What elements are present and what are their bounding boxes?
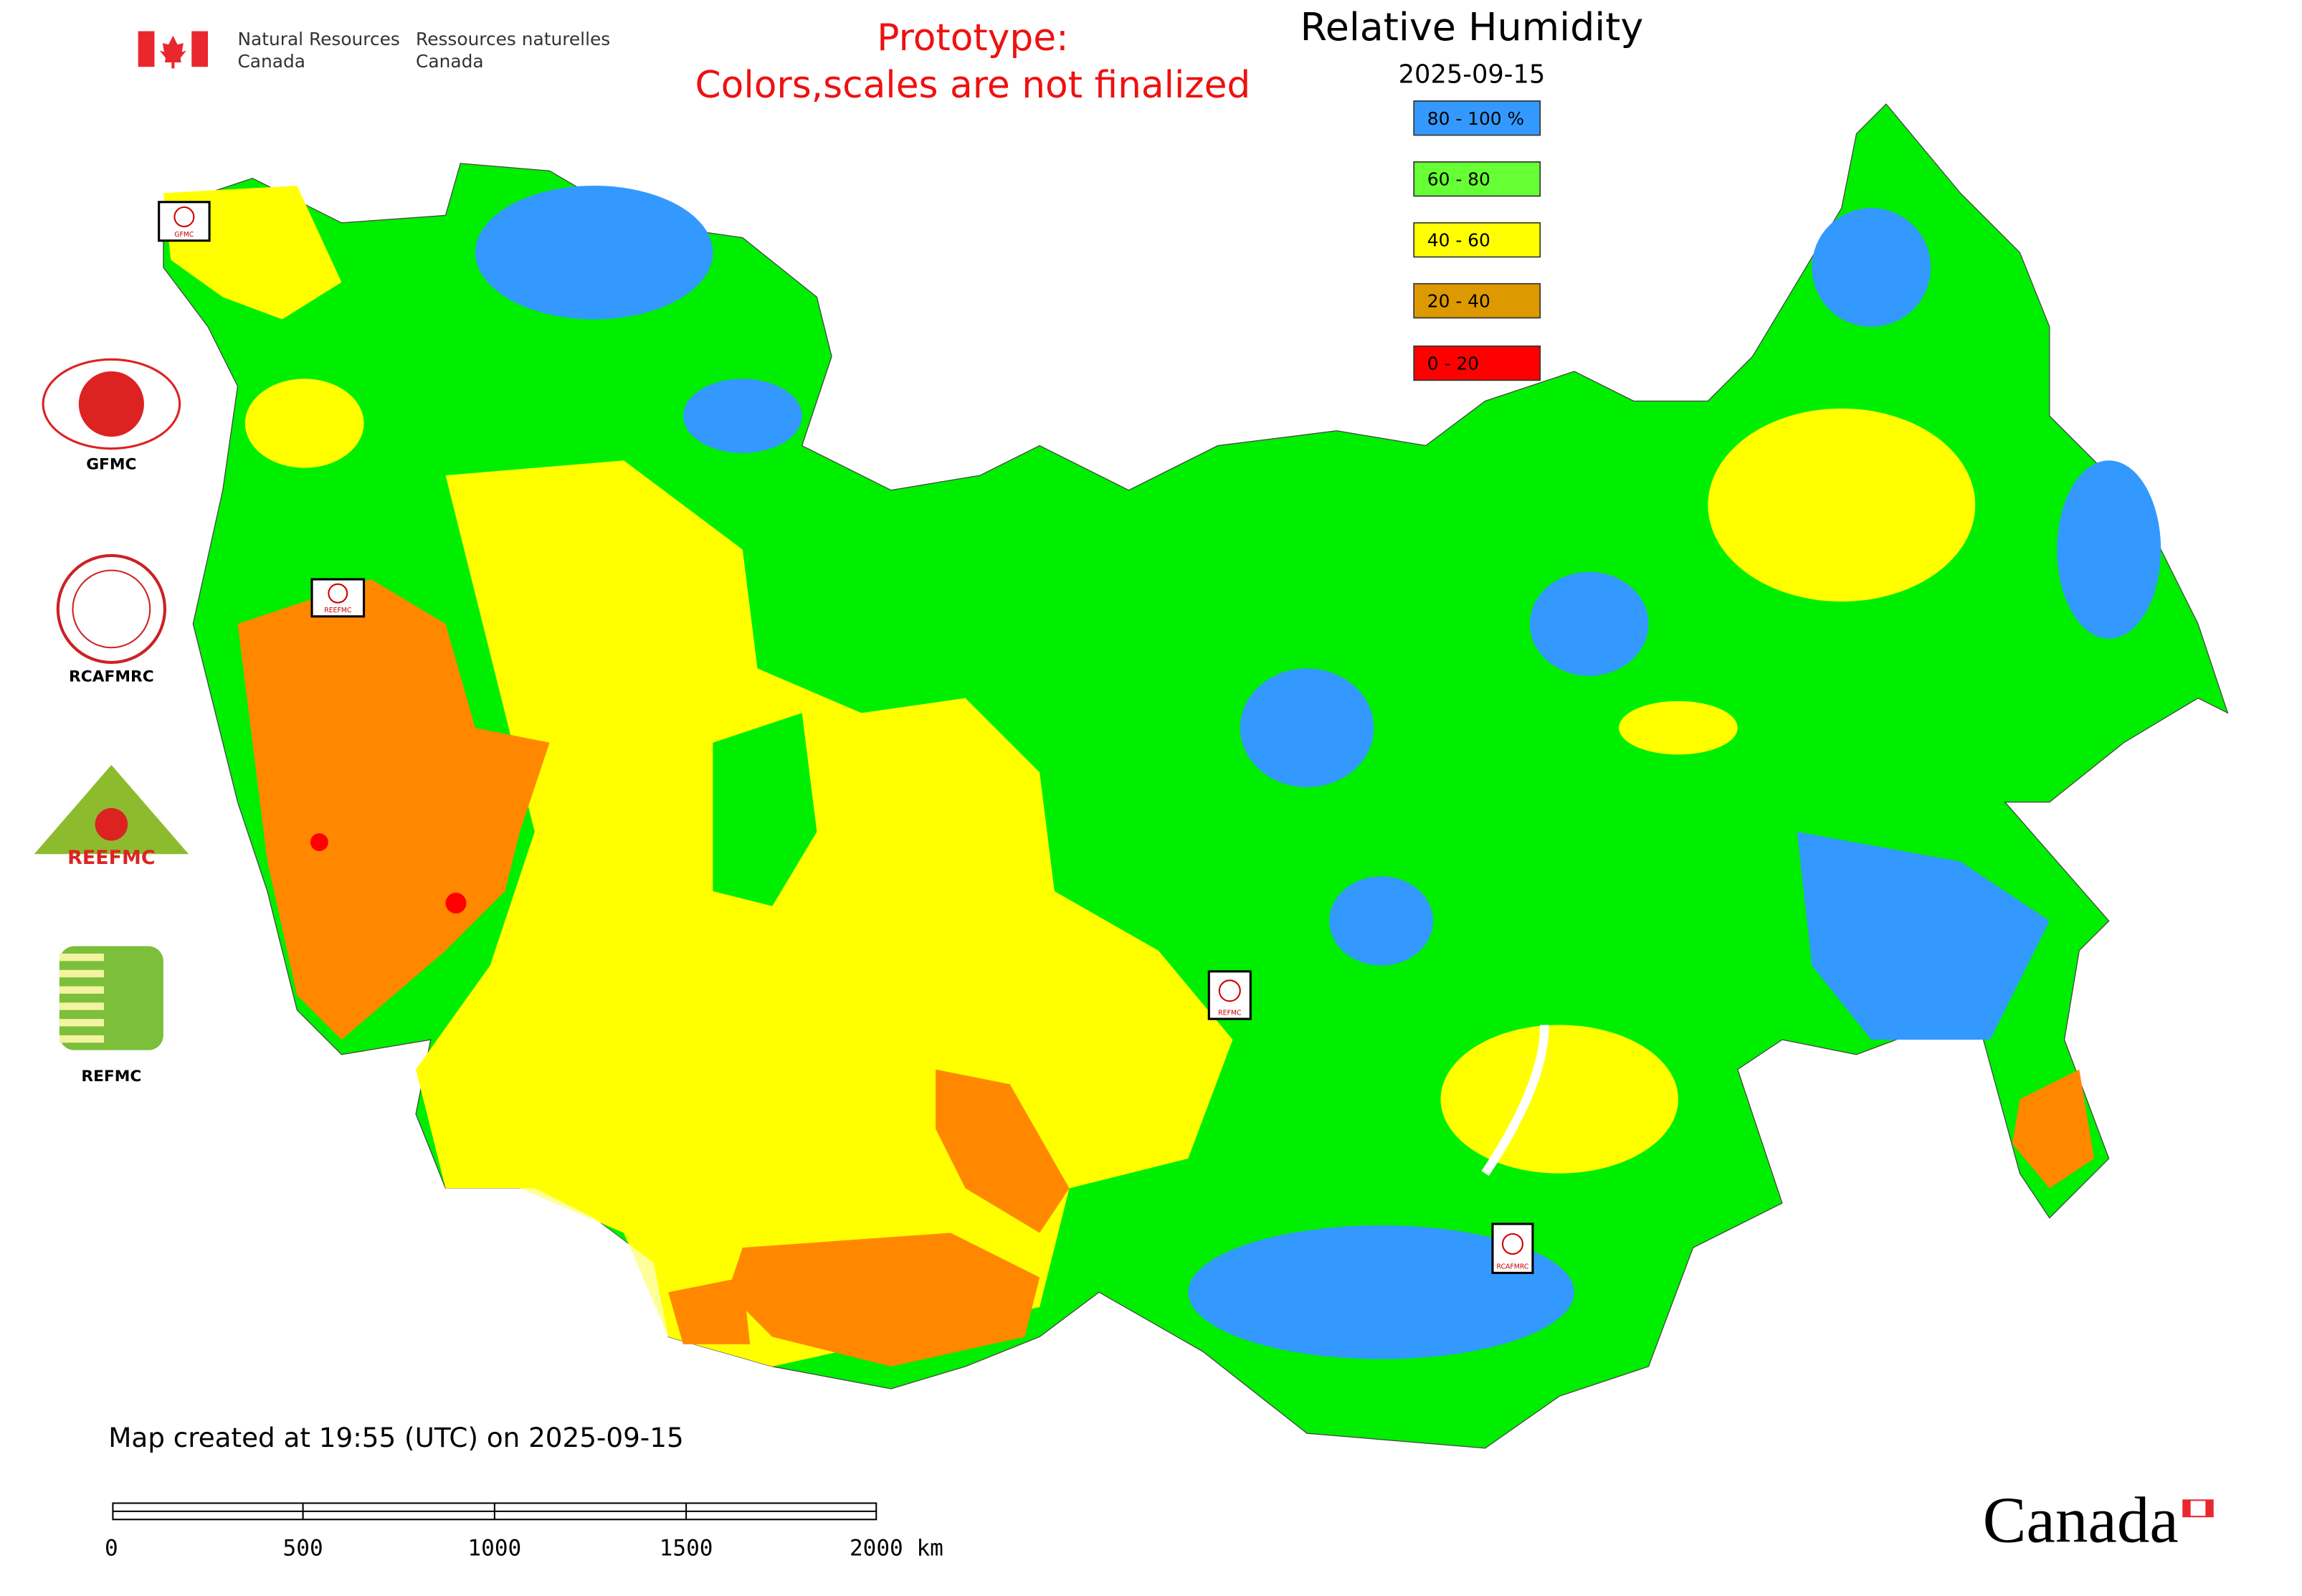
nrcan-signature: Natural Resources Canada Ressources natu… xyxy=(138,29,610,72)
region-80-100 xyxy=(1240,668,1374,787)
agency-name: Ressources naturelles xyxy=(416,29,610,49)
logo-label: REEFMC xyxy=(67,847,155,869)
region-40-60 xyxy=(1619,700,1738,755)
flag-band xyxy=(191,31,209,67)
notice: Prototype: xyxy=(877,16,1068,60)
station-label: REEFMC xyxy=(324,607,351,614)
logo-label: GFMC xyxy=(86,455,136,473)
region-80-100 xyxy=(475,185,713,320)
logo-emblem xyxy=(78,371,144,437)
legend-label: 0 - 20 xyxy=(1427,353,1479,374)
region-20-40 xyxy=(237,579,550,1040)
logo-stripe xyxy=(59,954,105,961)
region-40-60 xyxy=(244,379,364,468)
logo-label: RCAFMRC xyxy=(69,668,154,686)
scale-label: 1500 xyxy=(660,1536,713,1562)
station-label: GFMC xyxy=(174,231,194,239)
wordmark-flag xyxy=(2205,1500,2213,1517)
station-label: RCAFMRC xyxy=(1497,1263,1529,1271)
logo-label: REFMC xyxy=(81,1068,141,1086)
logo-stripe xyxy=(59,986,105,994)
flag-band xyxy=(138,31,155,67)
region-20-40 xyxy=(728,1232,1040,1367)
logo-emblem xyxy=(59,946,163,1050)
station-emblem xyxy=(1218,979,1241,1002)
region-20-40 xyxy=(668,1277,751,1344)
station-emblem xyxy=(1501,1232,1523,1255)
station-marker xyxy=(1207,970,1252,1020)
legend-label: 80 - 100 % xyxy=(1427,108,1524,129)
canada-wordmark: Canada xyxy=(1983,1484,2214,1557)
legend-swatch xyxy=(1413,161,1541,197)
legend-label: 60 - 80 xyxy=(1427,169,1490,190)
station-emblem xyxy=(173,206,195,227)
region-0-20 xyxy=(310,833,328,852)
scale-label: 2000 km xyxy=(850,1536,943,1562)
maple-leaf xyxy=(159,35,186,69)
legend-title: Relative Humidity xyxy=(1300,4,1644,49)
region-80-100 xyxy=(1188,1225,1574,1359)
region-40-60 xyxy=(1440,1025,1678,1174)
no-data xyxy=(445,1188,669,1337)
scale-label: 1000 xyxy=(467,1536,521,1562)
scale-label: 0 xyxy=(105,1536,118,1562)
region-80-100 xyxy=(1329,876,1434,966)
region-80-100 xyxy=(2057,460,2161,639)
scale-bar xyxy=(112,1502,877,1521)
region-0-20 xyxy=(445,893,467,914)
creation-note: Map created at 19:55 (UTC) on 2025-09-15 xyxy=(108,1422,683,1453)
region-80-100 xyxy=(682,379,802,453)
map xyxy=(163,103,2229,1449)
agency-name: Canada xyxy=(237,51,305,72)
region-40-60 xyxy=(1708,408,1976,602)
notice: Colors,scales are not finalized xyxy=(695,64,1251,107)
agency-name: Natural Resources xyxy=(237,29,399,49)
legend-swatch xyxy=(1413,345,1541,381)
legend-swatch xyxy=(1413,100,1541,136)
region-20-40 xyxy=(2012,1069,2094,1189)
logo-stripe xyxy=(59,969,105,978)
logo-stripe xyxy=(59,1019,105,1027)
region-60-80 xyxy=(713,713,817,906)
wordmark: Canada xyxy=(1983,1484,2179,1557)
station-emblem xyxy=(328,583,348,604)
logo-stripe xyxy=(59,1035,105,1043)
scale-labels: 0 500 1000 1500 2000 km xyxy=(105,1536,943,1562)
legend: 80 - 100 % 60 - 80 40 - 60 20 - 40 0 - 20 xyxy=(1413,100,1541,381)
map-markers: GFMC REEFMC REFMC RCAFMRC xyxy=(158,201,1534,1274)
legend-label: 40 - 60 xyxy=(1427,230,1490,251)
region-80-100 xyxy=(1529,571,1649,676)
scale-label: 500 xyxy=(283,1536,323,1562)
wordmark-flag xyxy=(2183,1500,2191,1517)
logo-emblem xyxy=(72,569,151,649)
legend-swatch xyxy=(1413,222,1541,258)
region-80-100 xyxy=(1797,832,2050,1040)
agency-name: Canada xyxy=(416,51,484,72)
logo-stripe xyxy=(59,1002,105,1010)
region-20-40 xyxy=(936,1069,1070,1233)
lake xyxy=(1481,1025,1549,1177)
logo-emblem xyxy=(95,807,128,841)
logos: GFMC RCAFMRC REEFMC REFMC xyxy=(34,358,189,1086)
region-80-100 xyxy=(1812,208,1931,327)
legend-swatch xyxy=(1413,282,1541,319)
legend-date: 2025-09-15 xyxy=(1399,60,1546,90)
station-label: REFMC xyxy=(1218,1009,1241,1017)
legend-label: 20 - 40 xyxy=(1427,291,1490,312)
